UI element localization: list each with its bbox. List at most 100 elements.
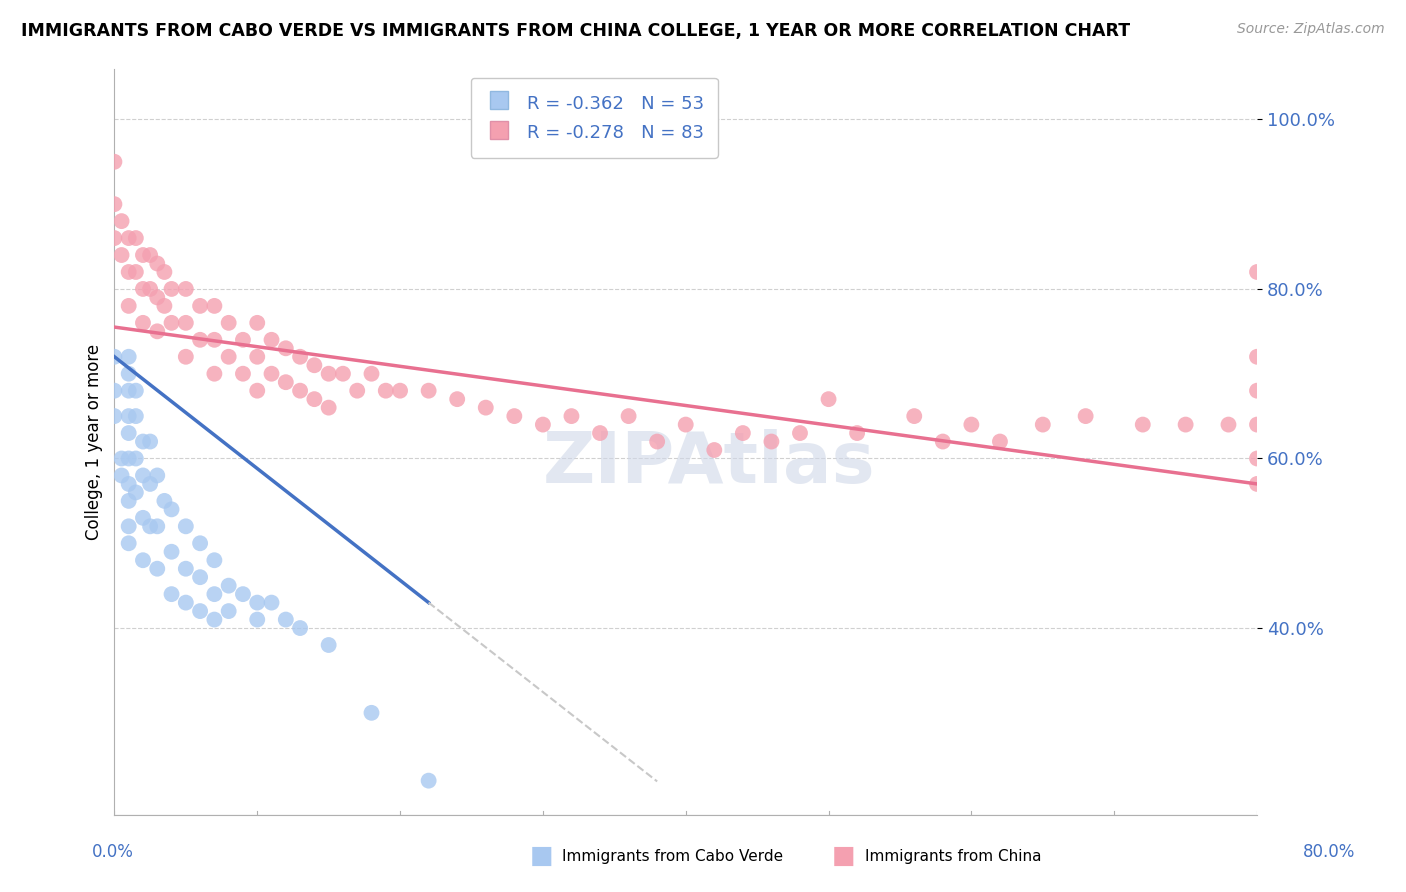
- Point: [188, 299, 211, 313]
- Point: [218, 316, 240, 330]
- Point: [153, 299, 176, 313]
- Point: [960, 417, 983, 432]
- Point: [103, 154, 125, 169]
- Point: [202, 553, 225, 567]
- Point: [160, 587, 183, 601]
- Point: [132, 248, 155, 262]
- Point: [188, 604, 211, 618]
- Point: [346, 384, 368, 398]
- Point: [246, 613, 269, 627]
- Point: [288, 621, 311, 635]
- Point: [246, 316, 269, 330]
- Point: [318, 401, 340, 415]
- Text: ■: ■: [530, 845, 553, 868]
- Point: [146, 468, 169, 483]
- Point: [202, 299, 225, 313]
- Point: [274, 613, 297, 627]
- Point: [202, 613, 225, 627]
- Point: [188, 536, 211, 550]
- Point: [118, 451, 141, 466]
- Point: [174, 596, 197, 610]
- Point: [1074, 409, 1097, 423]
- Point: [1032, 417, 1054, 432]
- Text: IMMIGRANTS FROM CABO VERDE VS IMMIGRANTS FROM CHINA COLLEGE, 1 YEAR OR MORE CORR: IMMIGRANTS FROM CABO VERDE VS IMMIGRANTS…: [21, 22, 1130, 40]
- Point: [153, 265, 176, 279]
- Point: [146, 290, 169, 304]
- Point: [1246, 350, 1268, 364]
- Point: [846, 425, 869, 440]
- Point: [160, 502, 183, 516]
- Point: [589, 425, 612, 440]
- Point: [260, 367, 283, 381]
- Y-axis label: College, 1 year or more: College, 1 year or more: [86, 343, 103, 540]
- Point: [118, 536, 141, 550]
- Text: Source: ZipAtlas.com: Source: ZipAtlas.com: [1237, 22, 1385, 37]
- Point: [174, 562, 197, 576]
- Point: [503, 409, 526, 423]
- Point: [531, 417, 554, 432]
- Point: [318, 367, 340, 381]
- Point: [110, 468, 132, 483]
- Point: [817, 392, 839, 406]
- Point: [1246, 451, 1268, 466]
- Point: [118, 367, 141, 381]
- Point: [118, 384, 141, 398]
- Point: [246, 350, 269, 364]
- Point: [645, 434, 668, 449]
- Point: [153, 494, 176, 508]
- Point: [232, 367, 254, 381]
- Point: [132, 511, 155, 525]
- Point: [1246, 384, 1268, 398]
- Point: [118, 231, 141, 245]
- Point: [703, 443, 725, 458]
- Point: [218, 604, 240, 618]
- Point: [218, 579, 240, 593]
- Point: [288, 384, 311, 398]
- Point: [246, 596, 269, 610]
- Point: [125, 451, 148, 466]
- Point: [146, 256, 169, 270]
- Text: 0.0%: 0.0%: [91, 843, 134, 861]
- Point: [103, 231, 125, 245]
- Point: [125, 384, 148, 398]
- Point: [125, 265, 148, 279]
- Point: [218, 350, 240, 364]
- Point: [418, 384, 440, 398]
- Point: [139, 248, 162, 262]
- Point: [146, 324, 169, 338]
- Point: [103, 384, 125, 398]
- Point: [1132, 417, 1154, 432]
- Point: [174, 350, 197, 364]
- Point: [139, 519, 162, 533]
- Point: [188, 333, 211, 347]
- Point: [202, 587, 225, 601]
- Point: [132, 434, 155, 449]
- Point: [318, 638, 340, 652]
- Point: [617, 409, 640, 423]
- Point: [332, 367, 354, 381]
- Point: [132, 282, 155, 296]
- Point: [160, 316, 183, 330]
- Point: [560, 409, 582, 423]
- Point: [125, 409, 148, 423]
- Point: [932, 434, 955, 449]
- Point: [139, 282, 162, 296]
- Point: [789, 425, 811, 440]
- Point: [139, 477, 162, 491]
- Point: [110, 451, 132, 466]
- Point: [132, 553, 155, 567]
- Text: ■: ■: [832, 845, 855, 868]
- Point: [304, 358, 326, 372]
- Point: [125, 231, 148, 245]
- Point: [1246, 477, 1268, 491]
- Point: [1246, 417, 1268, 432]
- Point: [418, 773, 440, 788]
- Point: [1246, 265, 1268, 279]
- Point: [1218, 417, 1240, 432]
- Point: [174, 282, 197, 296]
- Point: [188, 570, 211, 584]
- Point: [360, 706, 382, 720]
- Point: [110, 248, 132, 262]
- Point: [118, 409, 141, 423]
- Point: [202, 333, 225, 347]
